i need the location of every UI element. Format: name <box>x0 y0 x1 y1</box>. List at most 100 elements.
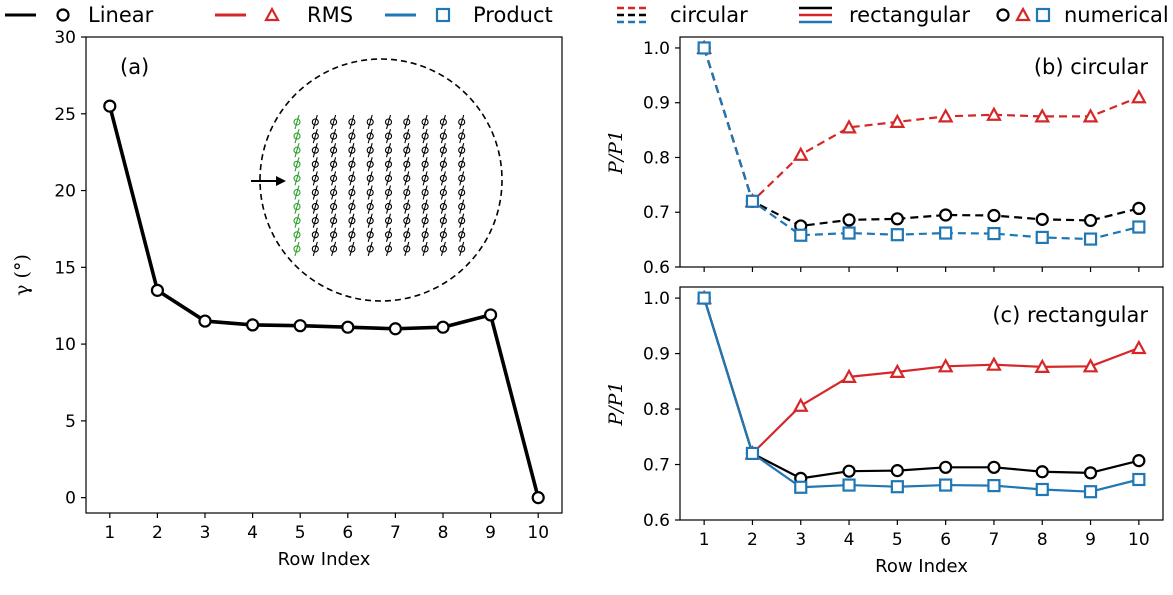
inset-element-stem <box>385 199 392 214</box>
inset-element <box>293 231 301 239</box>
inset-element-stem <box>404 213 410 228</box>
inset-element <box>311 188 319 197</box>
data-point-linear <box>293 319 307 333</box>
inset-element <box>366 174 374 182</box>
series-line-rms <box>703 47 1140 203</box>
data-point-linear <box>939 208 953 222</box>
inset-element-stem <box>331 171 337 186</box>
legend-product: Product <box>385 3 553 27</box>
inset-element-stem <box>459 241 465 257</box>
inset-element <box>439 146 447 154</box>
inset-element <box>458 146 466 154</box>
inset-element-stem <box>331 143 337 158</box>
data-point-rms <box>792 146 809 161</box>
data-point-rms <box>1082 358 1099 373</box>
inset-element <box>366 245 374 253</box>
data-point-linear <box>103 99 117 113</box>
inset-element <box>403 132 411 140</box>
inset-element-stem <box>367 157 373 172</box>
inset-element <box>293 146 301 154</box>
inset-element-stem <box>312 227 318 242</box>
inset-element-stem <box>422 143 428 158</box>
data-point-linear <box>1035 212 1049 226</box>
inset-element-stem <box>459 143 465 158</box>
y-tick-label: 15 <box>54 258 76 278</box>
inset-element <box>421 146 429 154</box>
inset-element <box>330 118 338 126</box>
inset-element-stem <box>312 185 318 200</box>
y-axis-label: P/P1 <box>605 381 627 426</box>
data-point-linear <box>842 213 856 227</box>
inset-element-stem <box>349 227 355 242</box>
inset-element-stem <box>422 185 428 200</box>
y-tick-label: 1.0 <box>643 289 670 309</box>
data-point-linear <box>939 460 953 474</box>
inset-element-stem <box>385 213 392 228</box>
inset-element-stem <box>440 128 446 144</box>
inset-element <box>439 174 447 182</box>
inset-element <box>439 203 447 211</box>
inset-element-stem <box>385 185 392 200</box>
data-point-linear <box>1083 466 1098 480</box>
legend-numerical: numerical <box>996 3 1169 27</box>
inset-element <box>293 174 301 182</box>
inset-element <box>348 203 356 211</box>
data-point-linear <box>436 320 450 334</box>
inset-element <box>403 217 411 225</box>
x-tick-label: 2 <box>152 523 163 543</box>
inset-element <box>311 231 319 239</box>
panel-c: 0.6 0.7 0.8 0.9 1.0 1 2 3 4 5 6 7 8 9 10 Row Index P/P1 (… <box>605 286 1164 577</box>
inset-element-stem <box>404 143 410 158</box>
x-tick-label: 1 <box>104 523 115 543</box>
data-point-rms <box>1130 88 1147 104</box>
inset-element-stem <box>367 143 373 158</box>
inset-element <box>293 160 301 168</box>
data-point-product <box>939 226 953 240</box>
inset-element <box>458 188 466 197</box>
inset-element-stem <box>349 157 355 172</box>
x-tick-label: 6 <box>940 530 951 550</box>
inset-element-stem <box>422 128 428 144</box>
inset-element-stem <box>404 128 410 144</box>
data-point-product <box>1035 230 1049 245</box>
data-point-linear <box>987 460 1001 474</box>
inset-element-stem <box>294 114 300 130</box>
y-tick-label: 5 <box>65 412 76 432</box>
inset-element-stem <box>440 213 446 228</box>
inset-element-stem <box>459 171 465 186</box>
data-point-product <box>697 41 711 55</box>
inset-element <box>384 174 393 182</box>
inset-element <box>403 118 411 126</box>
inset-element <box>348 160 356 168</box>
inset-element <box>330 245 338 253</box>
inset-element <box>439 188 447 197</box>
data-point-product <box>1083 485 1098 499</box>
inset-element <box>384 132 393 140</box>
y-tick-label: 0.6 <box>643 258 670 278</box>
data-point-product <box>1132 472 1146 487</box>
inset-element <box>439 132 447 140</box>
data-point-rms <box>1130 339 1147 355</box>
inset-element-stem <box>367 128 373 144</box>
inset-element-stem <box>404 157 410 172</box>
data-point-rms <box>937 358 954 373</box>
data-point-product <box>987 226 1001 241</box>
y-tick-label: 10 <box>54 335 76 355</box>
inset-element <box>293 245 301 253</box>
plot-frame <box>679 36 1164 268</box>
inset-element-stem <box>349 128 355 144</box>
inset-element <box>403 245 411 253</box>
inset-element <box>421 174 429 182</box>
inset-element-stem <box>440 157 446 172</box>
inset-element <box>330 146 338 154</box>
inset-element-stem <box>294 185 300 200</box>
inset-element <box>293 217 301 225</box>
series-line-linear <box>108 105 540 499</box>
inset-element-stem <box>459 213 465 228</box>
plot-frame <box>679 286 1164 521</box>
inset-element-stem <box>459 157 465 172</box>
data-point-linear <box>246 318 260 332</box>
legend-linear-label: Linear <box>88 3 154 27</box>
inset-element <box>366 132 374 140</box>
inset-element <box>421 132 429 140</box>
